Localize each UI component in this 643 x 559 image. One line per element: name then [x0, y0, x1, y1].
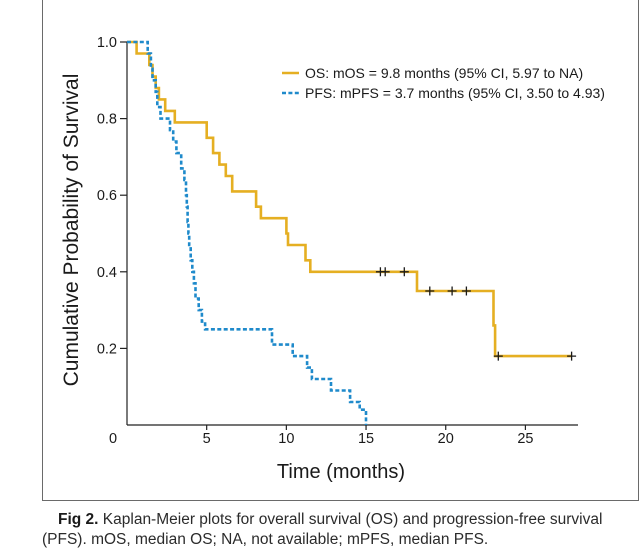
y-tick-label: 1.0: [97, 35, 117, 51]
y-axis-ticks: 0.2 0.4 0.6 0.8 1.0: [97, 35, 127, 357]
x-tick-label: 25: [517, 431, 533, 447]
os-censor-mark: [380, 267, 390, 277]
figure-frame: [42, 0, 639, 501]
kaplan-meier-chart: 0.2 0.4 0.6 0.8 1.0 0 5 10 15 20 25 OS: mOS = 9.8…: [60, 35, 605, 483]
caption-label: Fig 2.: [58, 511, 99, 528]
os-survival-curve: [127, 40, 572, 358]
x-axis-title: Time (months): [277, 461, 405, 483]
y-tick-label: 0.6: [97, 188, 117, 204]
caption-line-1: Fig 2. Kaplan-Meier plots for overall su…: [42, 510, 638, 530]
os-censor-mark: [567, 351, 577, 361]
x-axis-ticks: 0 5 10 15 20 25: [109, 425, 533, 447]
x-tick-label: 15: [358, 431, 374, 447]
caption-text-line-2: (PFS). mOS, median OS; NA, not available…: [42, 531, 489, 548]
legend: OS: mOS = 9.8 months (95% CI, 5.97 to NA…: [282, 65, 605, 101]
x-tick-label: 0: [109, 431, 117, 447]
legend-os-label: OS: mOS = 9.8 months (95% CI, 5.97 to NA…: [305, 65, 583, 81]
y-axis-title: Cumulative Probability of Survival: [60, 74, 83, 387]
x-tick-label: 5: [203, 431, 211, 447]
os-censor-mark: [461, 286, 471, 296]
os-censor-mark: [425, 286, 435, 296]
figure-caption: Fig 2. Kaplan-Meier plots for overall su…: [42, 510, 638, 550]
caption-text-line-1: Kaplan-Meier plots for overall survival …: [102, 511, 603, 528]
pfs-survival-curve: [127, 40, 368, 425]
survival-curves: [127, 40, 572, 425]
x-tick-label: 10: [278, 431, 294, 447]
legend-pfs-label: PFS: mPFS = 3.7 months (95% CI, 3.50 to …: [305, 85, 605, 101]
y-tick-label: 0.8: [97, 112, 117, 128]
censor-marks: [375, 267, 577, 361]
y-tick-label: 0.2: [97, 341, 117, 357]
y-tick-label: 0.4: [97, 265, 117, 281]
axes: [126, 42, 578, 426]
os-censor-mark: [447, 286, 457, 296]
x-tick-label: 20: [438, 431, 454, 447]
os-censor-mark: [399, 267, 409, 277]
os-censor-mark: [493, 351, 503, 361]
